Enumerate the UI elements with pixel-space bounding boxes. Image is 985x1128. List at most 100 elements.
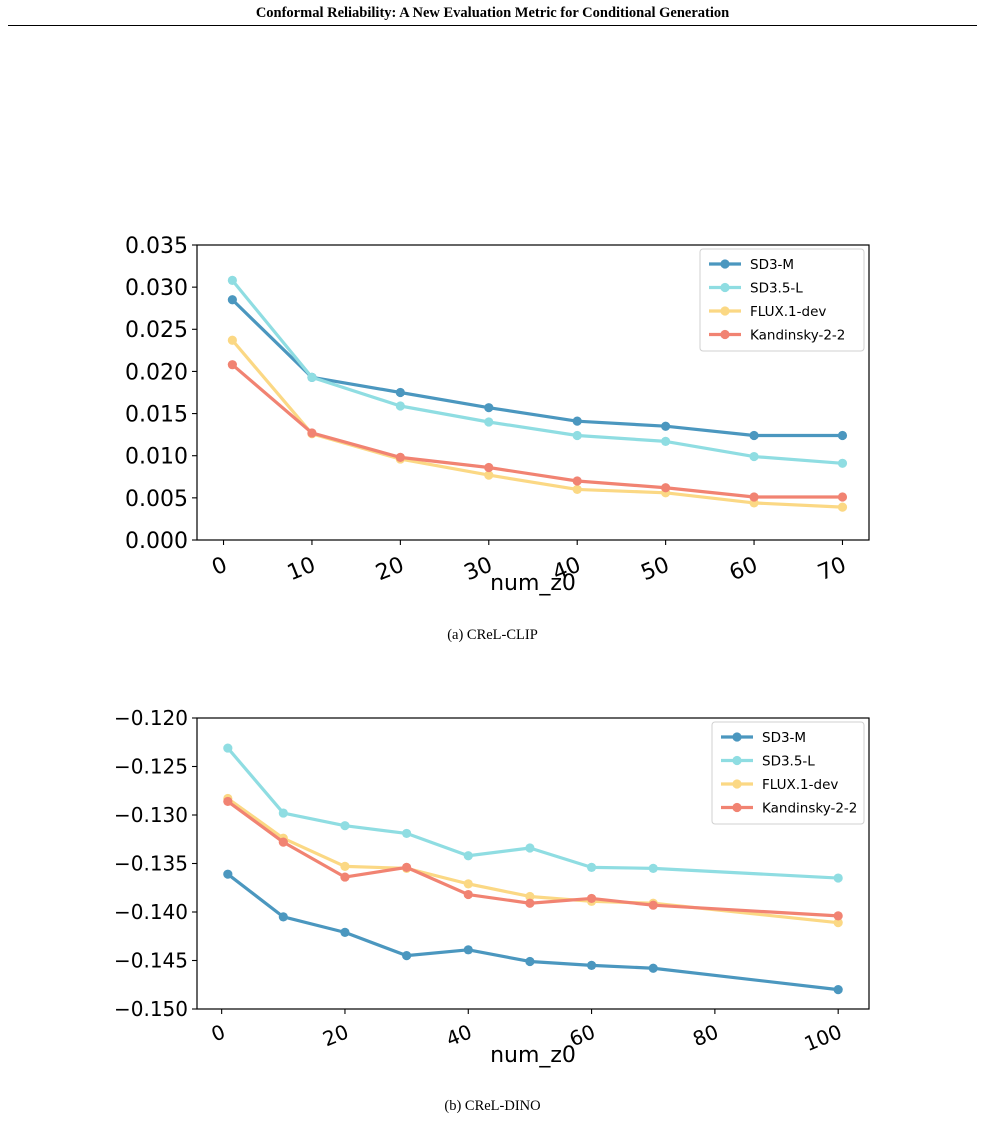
data-point-kandinsky-2-2 [586,893,597,904]
data-point-sd3-5-l [402,828,412,839]
x-axis-label: num_z0 [490,1043,576,1068]
data-point-sd3-5-l [837,458,848,468]
legend-label-sd3-5-l: SD3.5-L [762,754,815,770]
x-tick-label: 40 [443,1020,476,1052]
data-point-sd3-m [525,956,535,967]
y-tick-label: −0.125 [114,755,188,779]
data-point-flux-1-dev [572,484,582,495]
data-point-sd3-m [586,960,597,970]
data-point-sd3-m [278,912,288,922]
series-line-flux-1-dev [230,338,845,509]
data-point-flux-1-dev [340,861,350,872]
x-tick-label: 70 [814,553,849,587]
legend-label-flux-1-dev: FLUX.1-dev [750,304,826,320]
legend-marker-kandinsky-2-2 [720,329,730,340]
data-point-sd3-m [463,945,473,955]
legend-label-kandinsky-2-2: Kandinsky-2-2 [762,801,857,817]
data-point-kandinsky-2-2 [340,872,350,882]
y-tick-label: 0.030 [125,276,188,301]
data-point-sd3-m [227,295,237,305]
x-tick-label: 60 [726,553,761,587]
data-point-sd3-m [395,387,405,398]
y-tick-label: −0.145 [114,949,188,973]
legend-box [699,248,865,352]
data-point-kandinsky-2-2 [307,428,317,438]
y-tick-label: 0.035 [125,234,188,259]
y-tick-label: 0.000 [125,529,188,554]
data-point-sd3-m [661,421,671,431]
data-point-kandinsky-2-2 [395,452,405,462]
data-point-sd3-m [572,416,582,426]
data-point-sd3-5-l [463,851,473,861]
data-point-kandinsky-2-2 [661,483,671,493]
data-point-flux-1-dev [525,891,535,902]
legend-box [711,721,865,825]
data-point-flux-1-dev [837,502,848,512]
data-point-sd3-m [648,963,658,973]
data-point-sd3-m [340,927,350,937]
data-point-sd3-5-l [648,863,658,873]
data-point-flux-1-dev [227,335,237,345]
legend-marker-flux-1-dev [720,306,730,316]
running-header: Conformal Reliability: A New Evaluation … [255,5,730,21]
series-line-sd3-m [226,872,840,992]
data-point-sd3-5-l [340,821,350,831]
x-axis-label: num_z0 [490,571,576,596]
data-point-kandinsky-2-2 [749,492,759,502]
data-point-sd3-m [837,430,848,441]
data-point-kandinsky-2-2 [572,476,582,486]
data-point-sd3-5-l [484,417,494,427]
legend-marker-flux-1-dev [732,779,742,789]
data-point-kandinsky-2-2 [402,862,412,872]
y-tick-label: −0.130 [114,803,188,827]
data-point-kandinsky-2-2 [463,889,473,900]
legend-marker-sd3-5-l [732,755,742,766]
y-tick-label: −0.120 [114,706,188,730]
data-point-sd3-5-l [572,430,582,441]
data-point-kandinsky-2-2 [837,492,848,502]
y-tick-label: −0.150 [114,997,188,1021]
data-point-kandinsky-2-2 [278,837,288,847]
data-point-sd3-5-l [661,436,671,446]
data-point-sd3-5-l [395,401,405,411]
data-point-kandinsky-2-2 [223,796,233,807]
legend-label-flux-1-dev: FLUX.1-dev [762,777,838,793]
series-line-kandinsky-2-2 [230,363,845,499]
header-rule [8,25,977,26]
y-tick-label: 0.015 [125,402,188,427]
data-point-flux-1-dev [484,470,494,480]
y-tick-label: 0.010 [125,445,188,470]
legend-label-sd3-m: SD3-M [762,730,806,746]
data-point-kandinsky-2-2 [833,911,843,921]
y-tick-label: 0.025 [125,318,188,343]
legend-marker-sd3-5-l [720,282,730,293]
data-point-sd3-5-l [223,743,233,753]
legend-marker-kandinsky-2-2 [732,802,742,813]
data-point-kandinsky-2-2 [648,900,658,910]
x-tick-label: 100 [801,1020,845,1057]
data-point-kandinsky-2-2 [227,360,237,370]
legend-label-sd3-m: SD3-M [750,257,794,273]
data-point-sd3-m [833,985,843,995]
x-tick-label: 20 [372,553,407,587]
chart-dino: −0.150 −0.145 −0.140 −0.135 −0.130 −0.125 −0.1… [114,706,870,1068]
data-point-sd3-5-l [833,873,843,883]
plot-frame [196,244,870,541]
data-point-sd3-5-l [278,808,288,818]
data-point-sd3-5-l [749,451,759,462]
data-point-kandinsky-2-2 [484,462,494,473]
data-point-sd3-5-l [307,372,317,382]
data-point-sd3-m [402,951,412,961]
x-tick-label: 80 [689,1020,722,1052]
legend-marker-sd3-m [720,259,730,269]
x-tick-label: 0 [208,1020,229,1047]
x-tick-label: 10 [284,553,319,587]
y-tick-label: −0.140 [114,900,188,924]
x-tick-label: 20 [319,1020,352,1052]
data-point-sd3-5-l [586,862,597,872]
data-point-sd3-m [223,869,233,879]
x-tick-label: 0 [209,553,231,581]
data-point-kandinsky-2-2 [525,898,535,908]
data-point-sd3-m [749,430,759,441]
legend-marker-sd3-m [732,732,742,742]
